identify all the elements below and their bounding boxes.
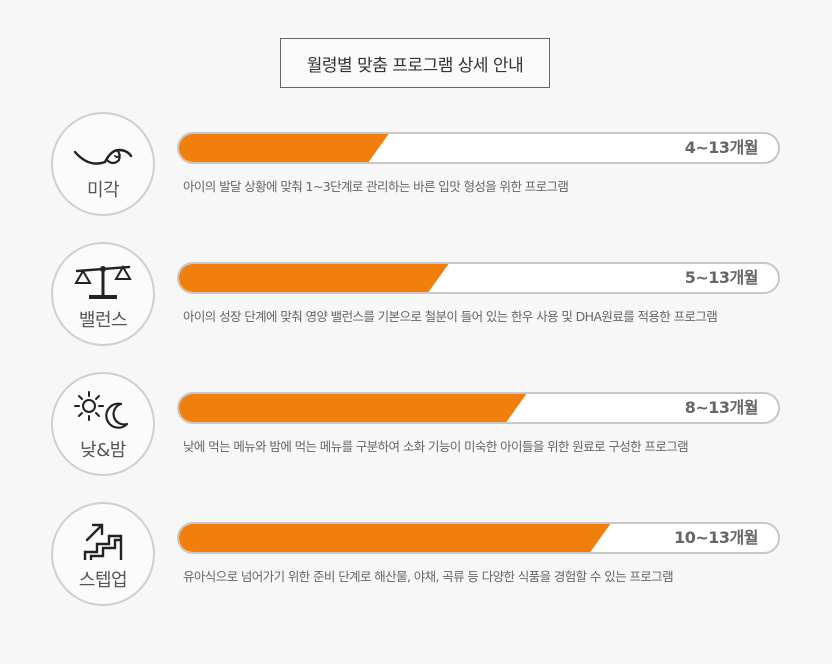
stage-description: 아이의 발달 상황에 맞춰 1~3단계로 관리하는 바른 입맛 형성을 위한 프…: [183, 179, 569, 194]
stage-circle-taste: 미각: [51, 112, 155, 216]
stage-circle-step-up: 스텝업: [51, 502, 155, 606]
page-title: 월령별 맞춤 프로그램 상세 안내: [280, 38, 550, 88]
tongue-icon: [73, 148, 133, 165]
stage-balance: 밸런스 5~13개월 아이의 성장 단계에 맞춰 영양 밸런스를 기본으로 철분…: [0, 242, 832, 352]
stage-label: 스텝업: [78, 570, 128, 591]
age-progress-bar: 5~13개월: [177, 262, 780, 294]
progress-fill: [179, 264, 449, 292]
age-progress-bar: 10~13개월: [177, 522, 780, 554]
sun-moon-icon: [74, 391, 129, 429]
age-range: 10~13개월: [674, 528, 758, 547]
age-range: 5~13개월: [684, 268, 759, 287]
age-progress-bar: 8~13개월: [177, 392, 780, 424]
progress-fill: [179, 524, 610, 552]
stage-label: 밸런스: [78, 310, 128, 331]
age-range: 8~13개월: [684, 398, 759, 417]
age-range: 4~13개월: [684, 138, 759, 157]
stage-circle-balance: 밸런스: [51, 242, 155, 346]
stage-label: 낮&밤: [80, 440, 126, 461]
progress-fill: [179, 394, 526, 422]
stage-description: 낮에 먹는 메뉴와 밤에 먹는 메뉴를 구분하여 소화 기능이 미숙한 아이들을…: [183, 439, 689, 454]
page-title-text: 월령별 맞춤 프로그램 상세 안내: [306, 55, 524, 76]
balance-scale-icon: [74, 265, 132, 299]
stage-description: 아이의 성장 단계에 맞춰 영양 밸런스를 기본으로 철분이 들어 있는 한우 …: [183, 309, 718, 324]
stage-label: 미각: [86, 180, 120, 201]
stage-day-night: 낮&밤 8~13개월 낮에 먹는 메뉴와 밤에 먹는 메뉴를 구분하여 소화 기…: [0, 372, 832, 482]
progress-fill: [179, 134, 389, 162]
step-up-stairs-icon: [83, 523, 123, 560]
stage-taste: 미각 4~13개월 아이의 발달 상황에 맞춰 1~3단계로 관리하는 바른 입…: [0, 112, 832, 222]
age-progress-bar: 4~13개월: [177, 132, 780, 164]
stage-step-up: 스텝업 10~13개월 유아식으로 넘어가기 위한 준비 단계로 해산물, 야채…: [0, 502, 832, 612]
stage-description: 유아식으로 넘어가기 위한 준비 단계로 해산물, 야채, 곡류 등 다양한 식…: [183, 569, 674, 584]
stage-circle-day-night: 낮&밤: [51, 372, 155, 476]
